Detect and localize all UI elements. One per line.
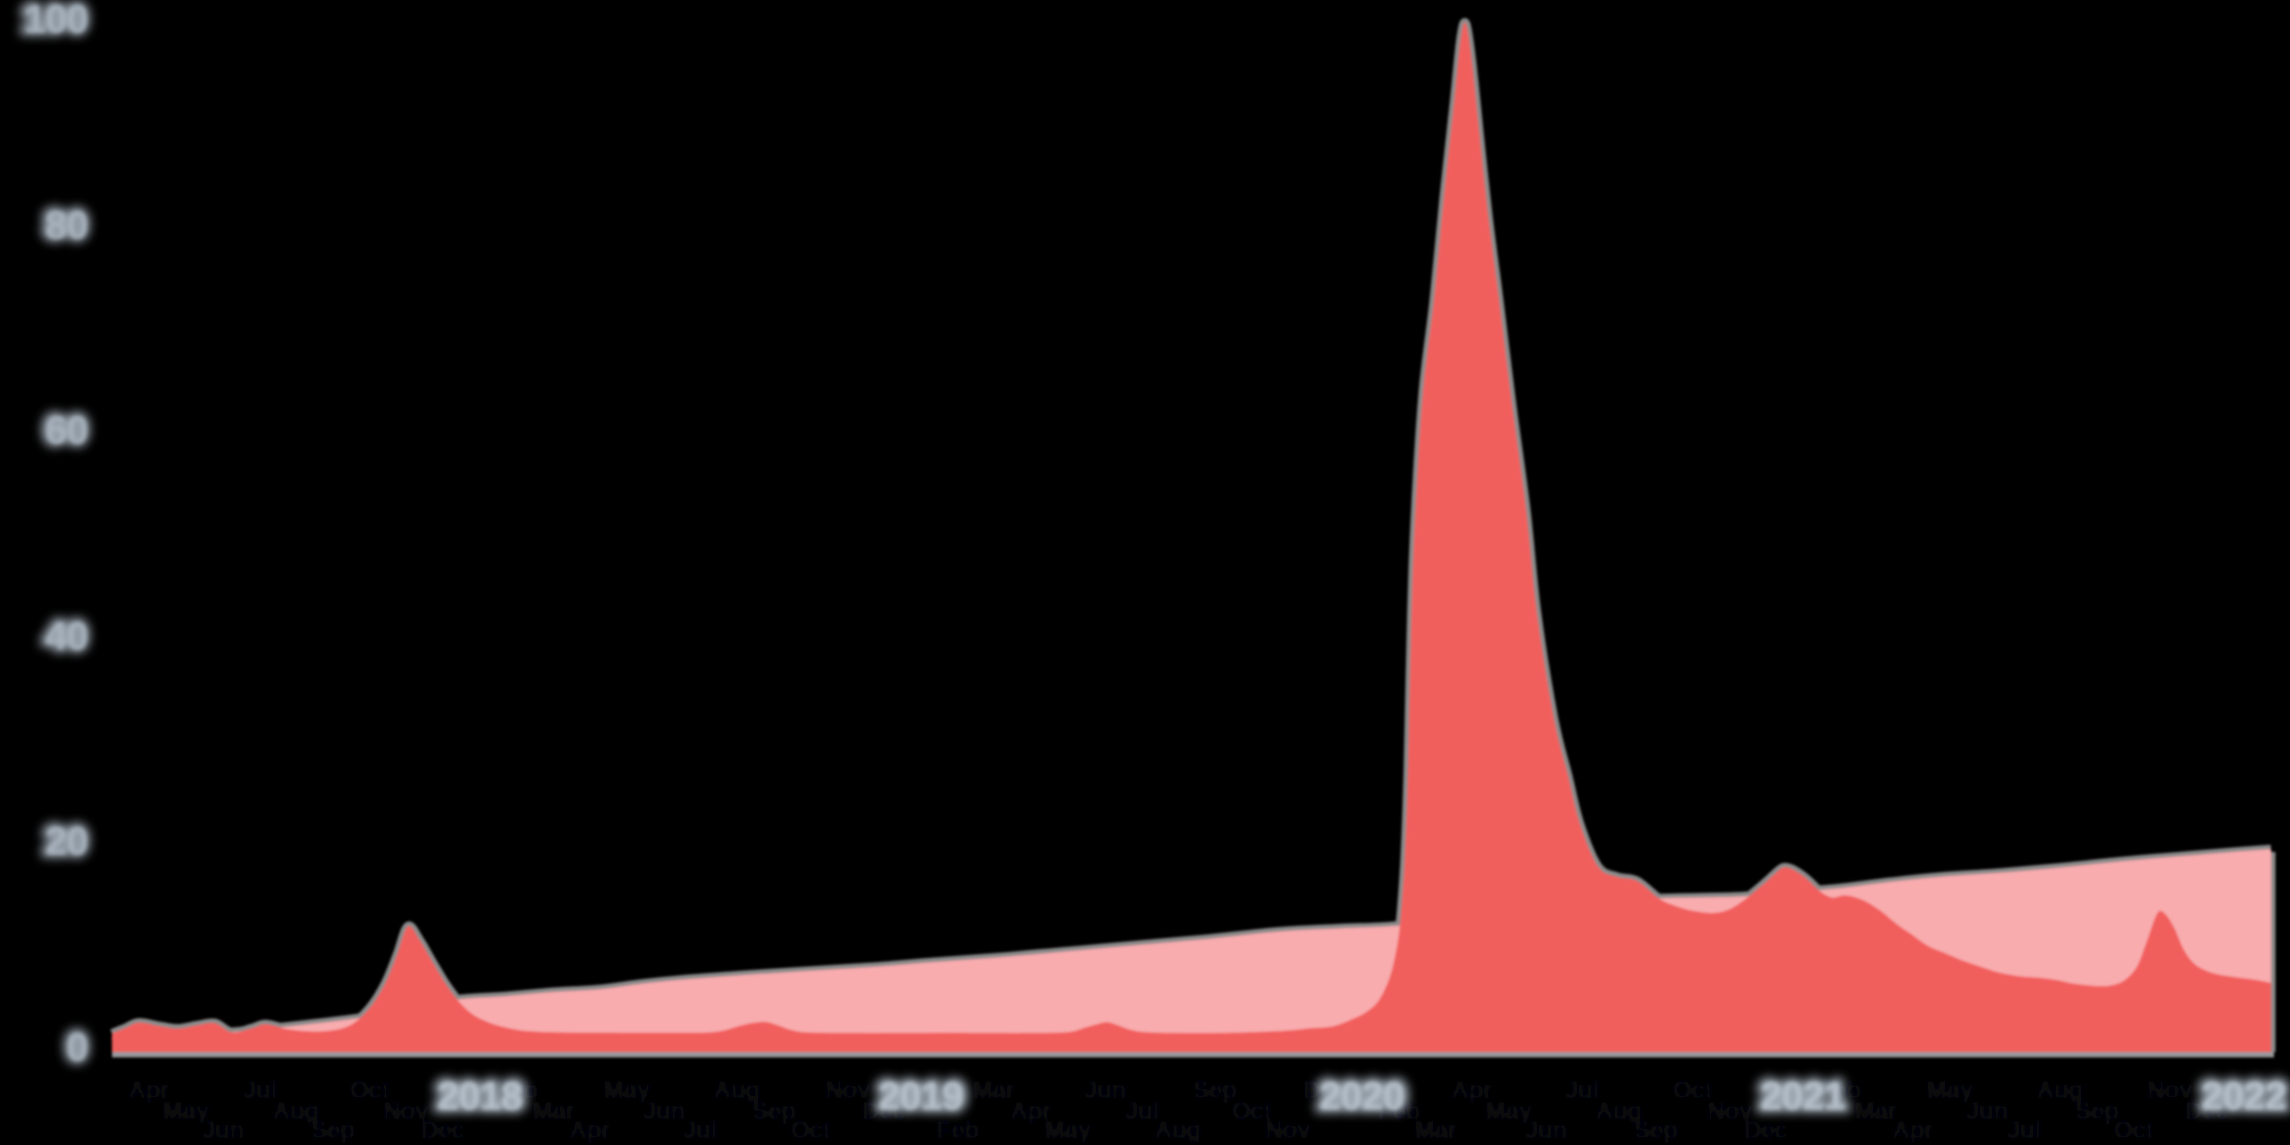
svg-text:Apr: Apr [1892,1117,1933,1144]
svg-text:Jun: Jun [643,1098,686,1125]
svg-text:60: 60 [44,408,89,452]
svg-text:Nov: Nov [2147,1077,2193,1104]
svg-text:Sep: Sep [1193,1077,1237,1104]
svg-text:May: May [1927,1077,1974,1104]
svg-text:40: 40 [46,616,88,658]
svg-text:Oct: Oct [350,1077,390,1104]
svg-text:Nov: Nov [825,1077,871,1104]
svg-text:100: 100 [25,0,88,41]
svg-text:Aug: Aug [1596,1098,1643,1125]
svg-text:Jul: Jul [243,1077,278,1104]
svg-text:60: 60 [46,410,88,452]
svg-text:Mar: Mar [1415,1117,1458,1144]
svg-text:Apr: Apr [569,1117,610,1144]
svg-text:May: May [1045,1117,1092,1144]
svg-text:Feb: Feb [1819,1077,1862,1104]
svg-text:Jul: Jul [683,1117,718,1144]
svg-text:2020: 2020 [1320,1076,1405,1118]
svg-text:Jun: Jun [1084,1077,1127,1104]
svg-text:Mar: Mar [1855,1098,1898,1125]
svg-text:Dec: Dec [1303,1077,1347,1104]
svg-text:Feb: Feb [1378,1098,1421,1125]
svg-text:2021: 2021 [1761,1076,1846,1118]
svg-text:2020: 2020 [1318,1074,1407,1118]
svg-text:2019: 2019 [879,1076,964,1118]
svg-text:Oct: Oct [2114,1117,2154,1144]
svg-text:Jul: Jul [2007,1117,2042,1144]
svg-text:Dec: Dec [862,1098,906,1125]
svg-text:2021: 2021 [1759,1074,1848,1118]
svg-text:Jun: Jun [202,1117,245,1144]
svg-text:Nov: Nov [1707,1098,1753,1125]
svg-text:2018: 2018 [436,1074,525,1118]
svg-text:Apr: Apr [1451,1077,1492,1104]
svg-text:Dec: Dec [421,1117,465,1144]
svg-text:80: 80 [46,205,88,247]
svg-text:Aug: Aug [2037,1077,2084,1104]
svg-text:2019: 2019 [877,1074,966,1118]
svg-text:Nov: Nov [1265,1117,1311,1144]
svg-text:2018: 2018 [438,1076,523,1118]
svg-text:Jun: Jun [1966,1098,2009,1125]
svg-text:May: May [163,1098,210,1125]
svg-text:100: 100 [21,0,88,41]
svg-text:Sep: Sep [752,1098,796,1125]
svg-text:Oct: Oct [1673,1077,1713,1104]
svg-text:Sep: Sep [2075,1098,2119,1125]
svg-text:Apr: Apr [1010,1098,1051,1125]
svg-text:2022: 2022 [2202,1076,2287,1118]
svg-text:Mar: Mar [533,1098,576,1125]
svg-text:0: 0 [67,1027,88,1069]
svg-text:Aug: Aug [273,1098,320,1125]
svg-text:Dec: Dec [1744,1117,1788,1144]
svg-text:Oct: Oct [791,1117,831,1144]
svg-text:0: 0 [66,1025,88,1069]
svg-text:Apr: Apr [128,1077,169,1104]
svg-text:Oct: Oct [1232,1098,1272,1125]
svg-text:Sep: Sep [1634,1117,1678,1144]
svg-text:Jun: Jun [1525,1117,1568,1144]
svg-text:40: 40 [44,614,89,658]
svg-text:Jul: Jul [1565,1077,1600,1104]
svg-text:Feb: Feb [496,1077,539,1104]
svg-text:Feb: Feb [937,1117,980,1144]
svg-text:20: 20 [44,819,89,863]
svg-text:80: 80 [44,203,89,247]
svg-text:2022: 2022 [2200,1074,2289,1118]
svg-text:Sep: Sep [311,1117,355,1144]
svg-text:20: 20 [46,821,88,863]
svg-text:Mar: Mar [973,1077,1016,1104]
svg-text:May: May [1486,1098,1533,1125]
svg-text:Aug: Aug [714,1077,761,1104]
svg-text:May: May [604,1077,651,1104]
svg-text:Aug: Aug [1155,1117,1202,1144]
svg-text:Dec: Dec [2185,1098,2229,1125]
svg-text:Jul: Jul [1125,1098,1160,1125]
svg-text:Nov: Nov [383,1098,429,1125]
